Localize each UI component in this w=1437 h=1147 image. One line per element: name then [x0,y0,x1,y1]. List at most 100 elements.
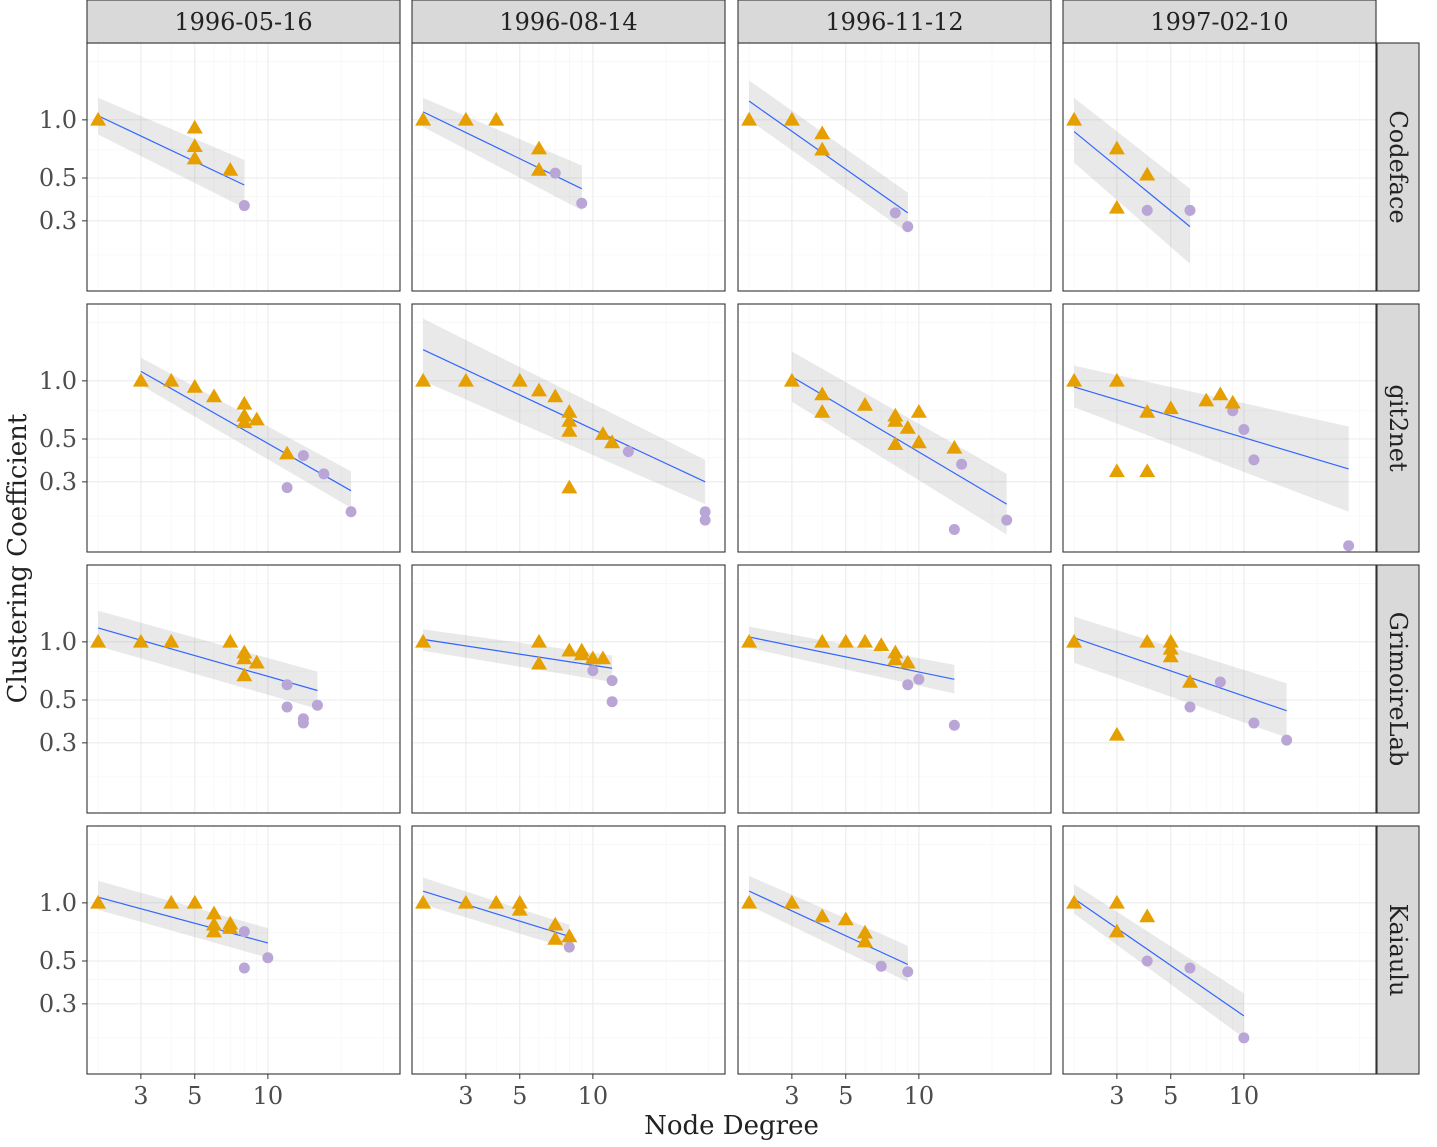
column-strip [411,0,726,44]
circle-point [1184,701,1196,713]
triangle-point [783,111,800,126]
panel-data-r1-c0 [132,357,357,518]
triangle-point [488,111,505,126]
triangle-point [573,646,590,661]
triangle-point [186,150,203,165]
triangle-point [1162,640,1179,655]
triangle-point [547,388,564,403]
triangle-point [561,412,578,427]
row-strip [1376,825,1420,1075]
triangle-point [814,908,831,923]
panel-border [1062,825,1377,1075]
triangle-point [222,920,239,934]
triangle-point [132,633,149,648]
triangle-point [457,894,474,909]
triangle-point [1198,392,1215,407]
panel-data-r1-c3 [1066,365,1355,552]
circle-point [889,207,901,219]
circle-point [1141,204,1153,216]
triangle-point [415,633,432,648]
circle-point [1281,734,1293,746]
panel-background [412,43,725,291]
triangle-point [530,633,547,648]
confidence-band [1074,884,1244,1038]
triangle-point [547,916,564,931]
triangle-point [530,162,547,176]
circle-point [1238,423,1250,435]
panel-border [1062,564,1377,814]
circle-point [1248,717,1260,729]
panel-border [737,303,1052,553]
x-tick-label: 5 [512,1082,527,1110]
triangle-point [1162,633,1179,648]
row-strip-label: GrimoireLab [1384,612,1412,767]
panel-r2-c2 [738,565,1051,813]
circle-point [281,482,293,494]
triangle-point [899,654,916,669]
row-strip-label: git2net [1384,384,1412,472]
panel-data-r3-c1 [415,877,578,953]
circle-point [345,506,357,518]
x-tick-label: 3 [458,1082,473,1110]
triangle-point [205,388,222,403]
panel-border [411,825,726,1075]
column-strip [1062,0,1377,44]
y-tick-label: 1.0 [39,367,77,395]
triangle-point [814,125,831,140]
regression-line [1073,637,1287,712]
panel-data-r2-c1 [415,629,618,708]
x-tick-label: 10 [578,1082,609,1110]
circle-point [576,197,588,209]
triangle-point [814,633,831,648]
triangle-point [222,162,239,176]
triangle-point [1066,894,1083,909]
triangle-point [530,655,547,670]
circle-point [902,966,914,978]
panel-border [86,303,401,553]
triangle-point [163,633,180,648]
panel-data-r0-c3 [1066,97,1196,264]
triangle-point [415,894,432,909]
triangle-point [236,395,253,410]
confidence-band [791,351,1007,535]
circle-point [913,673,925,685]
y-axis-title: Clustering Coefficient [3,413,33,703]
x-tick-label: 5 [1163,1082,1178,1110]
triangle-point [1108,463,1125,478]
x-tick-label: 10 [253,1082,284,1110]
panel-background [738,43,1051,291]
y-tick-label: 0.5 [39,425,77,453]
triangle-point [741,633,758,648]
panel-r3-c2 [738,826,1051,1074]
panel-border [411,303,726,553]
triangle-point [887,651,904,666]
triangle-point [236,414,253,429]
triangle-point [1139,403,1156,418]
triangle-point [910,434,927,449]
y-tick-label: 1.0 [39,106,77,134]
y-tick-label: 0.3 [39,990,77,1018]
triangle-point [186,894,203,909]
circle-point [281,679,293,691]
circle-point [622,446,634,458]
triangle-point [1066,372,1083,387]
triangle-point [887,412,904,427]
triangle-point [814,141,831,156]
triangle-point [1162,400,1179,415]
triangle-point [1139,908,1156,923]
panel-background [1063,826,1376,1074]
triangle-point [90,111,107,126]
panel-r3-c3 [1063,826,1376,1074]
row-strip [1376,303,1420,553]
triangle-point [415,111,432,126]
circle-point [311,699,323,711]
circle-point [948,523,960,535]
triangle-point [1162,648,1179,663]
triangle-point [1108,140,1125,155]
confidence-band [140,357,352,508]
column-strip-label: 1997-02-10 [1150,8,1288,36]
regression-line [1073,131,1191,228]
triangle-point [205,905,222,920]
panel-r2-c3 [1063,565,1376,813]
